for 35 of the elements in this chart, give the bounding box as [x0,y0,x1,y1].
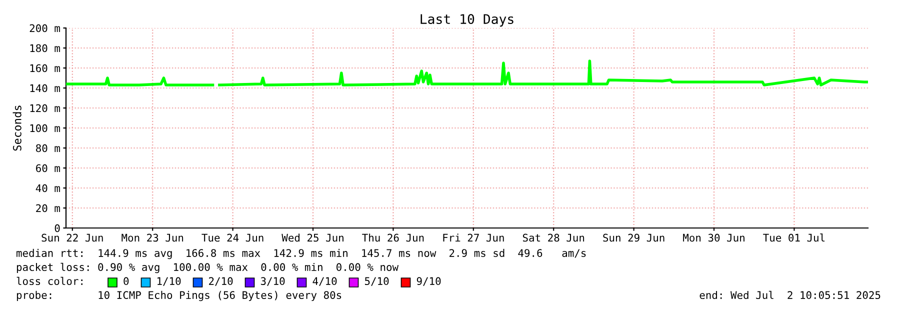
text: loss color: [16,276,82,286]
text: probe: 10 ICMP Echo Pings (56 Bytes) every 80s [16,290,342,302]
y-axis-title: Seconds [12,106,22,151]
x-tick-label: Sat 28 Jun [522,234,584,242]
y-tick-label: 120 m [30,104,60,112]
y-tick-label: 180 m [30,44,60,52]
text: 0 [124,277,129,286]
text: packet loss: 0.90 % avg 100.00 % max 0.00 % min 0.00 % now [16,262,399,274]
y-tick-label: 140 m [30,84,60,92]
x-tick-label: Thu 26 Jun [362,234,424,242]
chart-title: Last 10 Days [420,14,514,27]
x-tick-label: Tue 24 Jun [202,234,264,242]
y-tick-label: 100 m [30,124,60,132]
y-tick-label: 60 m [36,164,60,172]
y-tick-label: 20 m [36,204,60,212]
text: 5/10 [364,277,389,286]
x-tick-label: Sun 29 Jun [603,234,664,242]
y-tick-label: 200 m [30,24,60,32]
x-tick-label: Mon 23 Jun [122,234,184,242]
text: 3/10 [260,277,285,286]
y-tick-label: 160 m [30,64,60,72]
x-tick-label: Fri 27 Jun [443,234,504,242]
x-tick-label: Tue 01 Jul [763,234,825,242]
text: end: Wed Jul 2 10:05:51 2025 [700,290,880,300]
text: 2/10 [209,277,233,286]
text: 1/10 [158,277,181,286]
text: median rtt: 144.9 ms avg 166.8 ms max 142.9 ms min 145.7 ms now 2.9 ms sd 49.6 am/s [16,248,586,260]
y-tick-label: 0 [54,224,60,232]
y-tick-label: 40 m [36,184,60,192]
text: 4/10 [312,277,337,286]
x-tick-label: Mon 30 Jun [683,234,744,242]
x-tick-label: Sun 22 Jun [42,234,103,242]
x-tick-label: Wed 25 Jun [282,234,344,242]
y-tick-label: 80 m [36,144,60,152]
text: 9/10 [416,277,441,286]
